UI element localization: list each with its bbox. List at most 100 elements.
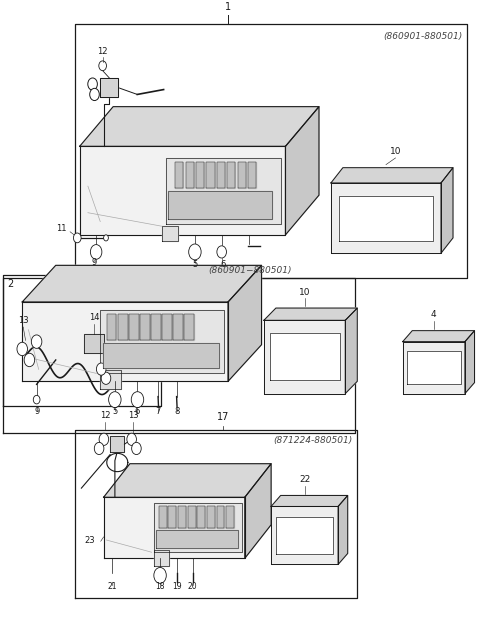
Text: (871224-880501): (871224-880501) <box>273 436 352 445</box>
Text: 17: 17 <box>217 412 229 422</box>
Polygon shape <box>155 503 242 552</box>
Polygon shape <box>226 507 234 528</box>
Circle shape <box>31 335 42 349</box>
Text: 6: 6 <box>220 260 226 268</box>
Polygon shape <box>100 310 224 373</box>
Polygon shape <box>206 162 215 188</box>
Polygon shape <box>217 162 225 188</box>
Polygon shape <box>403 342 465 394</box>
Polygon shape <box>238 162 246 188</box>
Polygon shape <box>22 265 262 302</box>
Polygon shape <box>162 226 179 241</box>
Text: 18: 18 <box>156 582 165 591</box>
Text: 11: 11 <box>56 223 67 233</box>
Polygon shape <box>84 334 104 353</box>
Circle shape <box>24 354 35 366</box>
Circle shape <box>88 78 97 90</box>
Polygon shape <box>197 507 205 528</box>
Circle shape <box>90 244 102 259</box>
Polygon shape <box>80 107 319 146</box>
Polygon shape <box>140 313 150 341</box>
Polygon shape <box>22 302 228 381</box>
Polygon shape <box>227 162 235 188</box>
Text: 22: 22 <box>299 475 310 484</box>
Text: 2: 2 <box>7 280 13 289</box>
Polygon shape <box>156 530 239 549</box>
Circle shape <box>104 235 108 241</box>
Polygon shape <box>465 331 475 394</box>
Text: 12: 12 <box>97 46 108 56</box>
Circle shape <box>33 395 40 404</box>
Polygon shape <box>339 196 433 241</box>
Polygon shape <box>151 313 161 341</box>
Polygon shape <box>80 146 286 235</box>
Text: 6: 6 <box>135 407 140 416</box>
Polygon shape <box>129 313 139 341</box>
Circle shape <box>217 246 227 258</box>
Polygon shape <box>159 507 167 528</box>
Text: 5: 5 <box>112 407 118 416</box>
Text: 1: 1 <box>225 2 231 12</box>
Text: 12: 12 <box>100 411 110 420</box>
Polygon shape <box>110 436 124 452</box>
Polygon shape <box>166 158 281 224</box>
Text: 21: 21 <box>108 582 117 591</box>
Polygon shape <box>118 313 128 341</box>
Polygon shape <box>264 320 345 394</box>
Text: 10: 10 <box>299 288 311 297</box>
Text: 7: 7 <box>156 407 161 416</box>
Circle shape <box>127 433 136 445</box>
Polygon shape <box>196 162 204 188</box>
Text: 8: 8 <box>174 407 179 416</box>
Circle shape <box>94 442 104 455</box>
Polygon shape <box>173 313 183 341</box>
Polygon shape <box>186 162 194 188</box>
Text: 13: 13 <box>128 411 138 420</box>
Text: 10: 10 <box>390 147 401 156</box>
Text: 13: 13 <box>18 317 28 325</box>
Text: 19: 19 <box>172 582 182 591</box>
Polygon shape <box>245 464 271 558</box>
Polygon shape <box>155 550 168 566</box>
Text: 20: 20 <box>188 582 197 591</box>
Polygon shape <box>184 313 194 341</box>
Polygon shape <box>104 464 271 497</box>
Polygon shape <box>104 497 245 558</box>
Circle shape <box>108 392 121 408</box>
Polygon shape <box>331 183 441 253</box>
Circle shape <box>132 442 141 455</box>
Polygon shape <box>107 313 117 341</box>
Polygon shape <box>100 370 121 389</box>
Text: 5: 5 <box>192 260 198 268</box>
Text: 9: 9 <box>34 407 39 416</box>
Polygon shape <box>175 162 183 188</box>
Polygon shape <box>248 162 256 188</box>
Polygon shape <box>345 308 357 394</box>
Text: 9: 9 <box>91 259 96 267</box>
Circle shape <box>90 88 99 101</box>
Text: 4: 4 <box>431 310 437 319</box>
Polygon shape <box>216 507 225 528</box>
Circle shape <box>73 233 81 242</box>
Circle shape <box>101 372 111 384</box>
Polygon shape <box>271 495 348 507</box>
Polygon shape <box>276 517 334 554</box>
Circle shape <box>154 568 166 583</box>
Circle shape <box>131 392 144 408</box>
Polygon shape <box>270 333 339 380</box>
Circle shape <box>96 363 106 375</box>
Polygon shape <box>271 507 338 565</box>
Polygon shape <box>168 191 272 219</box>
Polygon shape <box>100 78 119 97</box>
Polygon shape <box>407 351 461 384</box>
Polygon shape <box>178 507 186 528</box>
Text: 14: 14 <box>89 313 99 322</box>
Polygon shape <box>264 308 357 320</box>
Text: (860901−880501): (860901−880501) <box>208 265 291 275</box>
Polygon shape <box>228 265 262 381</box>
Text: 23: 23 <box>84 536 95 545</box>
Circle shape <box>189 244 201 260</box>
Polygon shape <box>168 507 176 528</box>
Polygon shape <box>188 507 195 528</box>
Polygon shape <box>403 331 475 342</box>
